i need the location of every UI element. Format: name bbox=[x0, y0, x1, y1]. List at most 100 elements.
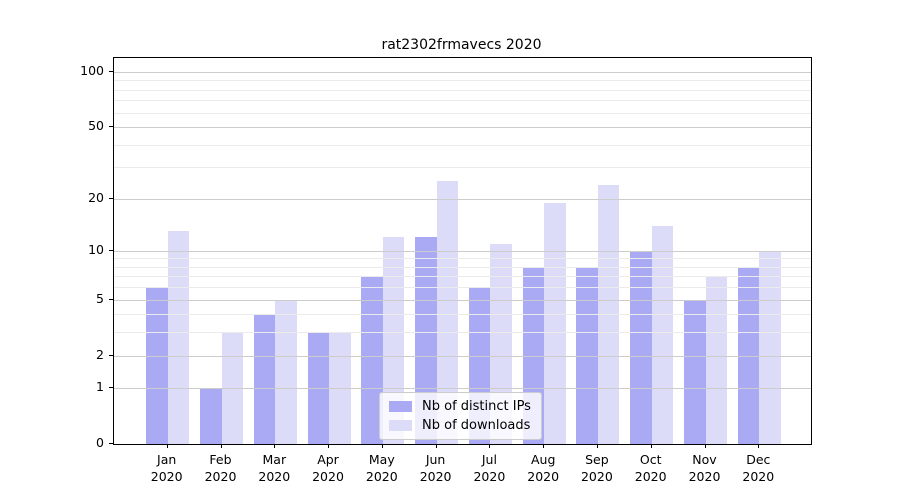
bar-downloads-mar bbox=[275, 299, 297, 444]
x-tick-label-nov: Nov 2020 bbox=[675, 452, 735, 485]
y-tick-label: 100 bbox=[80, 63, 104, 78]
x-tick-label-oct: Oct 2020 bbox=[621, 452, 681, 485]
bar-downloads-dec bbox=[759, 250, 781, 444]
x-tick-label-sep: Sep 2020 bbox=[567, 452, 627, 485]
minor-gridline bbox=[114, 167, 811, 169]
major-gridline bbox=[114, 72, 811, 73]
x-tick-label-mar: Mar 2020 bbox=[244, 452, 304, 485]
x-tick-mark bbox=[650, 444, 652, 448]
y-tick-mark bbox=[109, 354, 113, 356]
x-tick-year: 2020 bbox=[580, 468, 613, 484]
x-tick-mark bbox=[596, 444, 598, 448]
x-tick-mark bbox=[381, 444, 383, 448]
minor-gridline bbox=[114, 112, 811, 114]
legend-swatch bbox=[389, 401, 412, 412]
y-tick-mark bbox=[109, 298, 113, 300]
x-tick-label-may: May 2020 bbox=[352, 452, 412, 485]
y-tick-label: 1 bbox=[96, 379, 104, 395]
y-tick-label: 10 bbox=[88, 241, 104, 257]
legend-row: Nb of distinct IPs bbox=[389, 400, 531, 413]
minor-gridline bbox=[114, 258, 811, 260]
legend: Nb of distinct IPs Nb of downloads bbox=[379, 392, 542, 440]
x-tick-label-aug: Aug 2020 bbox=[513, 452, 573, 485]
bar-downloads-apr bbox=[329, 332, 351, 444]
bar-downloads-aug bbox=[544, 202, 566, 444]
legend-swatch bbox=[389, 420, 412, 431]
y-tick-mark bbox=[109, 197, 113, 199]
x-tick-year: 2020 bbox=[365, 468, 398, 484]
x-tick-mark bbox=[274, 444, 276, 448]
x-tick-month: Oct bbox=[639, 452, 662, 467]
y-tick-mark bbox=[109, 71, 113, 72]
legend-label: Nb of distinct IPs bbox=[422, 399, 531, 414]
bar-downloads-feb bbox=[221, 332, 243, 444]
bar-distinct-ips-sep bbox=[576, 266, 598, 444]
x-tick-year: 2020 bbox=[258, 468, 291, 484]
x-tick-month: Dec bbox=[746, 452, 771, 467]
y-tick-mark bbox=[109, 126, 113, 128]
x-tick-year: 2020 bbox=[150, 468, 183, 484]
bar-distinct-ips-dec bbox=[737, 266, 760, 444]
x-tick-month: Mar bbox=[262, 452, 287, 467]
x-tick-month: Feb bbox=[209, 452, 232, 467]
x-tick-mark bbox=[704, 444, 706, 448]
bar-downloads-sep bbox=[597, 184, 620, 444]
x-tick-month: Jul bbox=[481, 452, 497, 467]
bar-downloads-jan bbox=[167, 231, 190, 444]
bar-distinct-ips-apr bbox=[307, 332, 329, 444]
x-tick-mark bbox=[220, 444, 222, 448]
x-tick-mark bbox=[489, 444, 491, 448]
x-tick-year: 2020 bbox=[312, 468, 344, 484]
x-tick-mark bbox=[543, 444, 545, 448]
minor-gridline bbox=[114, 89, 811, 91]
minor-gridline bbox=[114, 80, 811, 82]
y-tick-label: 5 bbox=[96, 290, 104, 306]
plot-area bbox=[113, 57, 812, 445]
x-tick-mark bbox=[328, 444, 329, 448]
x-tick-month: May bbox=[368, 452, 395, 467]
x-tick-mark bbox=[435, 444, 437, 448]
major-gridline bbox=[114, 198, 811, 200]
x-tick-month: Jan bbox=[157, 452, 177, 467]
legend-label: Nb of downloads bbox=[422, 418, 531, 433]
x-tick-month: Jun bbox=[425, 452, 446, 467]
x-tick-label-jun: Jun 2020 bbox=[406, 452, 466, 485]
minor-gridline bbox=[114, 100, 811, 102]
bar-distinct-ips-mar bbox=[253, 314, 276, 444]
x-tick-month: Sep bbox=[585, 452, 609, 467]
y-tick-mark bbox=[109, 387, 113, 389]
bar-distinct-ips-feb bbox=[200, 388, 222, 444]
bar-downloads-nov bbox=[705, 276, 727, 444]
bar-distinct-ips-may bbox=[361, 276, 383, 444]
y-tick-label: 50 bbox=[88, 118, 104, 134]
y-tick-label: 20 bbox=[88, 189, 104, 205]
x-tick-label-apr: Apr 2020 bbox=[298, 452, 358, 485]
bar-downloads-oct bbox=[651, 225, 674, 444]
y-tick-label: 0 bbox=[96, 435, 104, 450]
x-tick-mark bbox=[758, 444, 760, 448]
y-tick-mark bbox=[109, 443, 113, 444]
bar-distinct-ips-jan bbox=[146, 287, 168, 444]
x-tick-year: 2020 bbox=[473, 468, 506, 484]
x-tick-mark bbox=[166, 444, 168, 448]
x-tick-year: 2020 bbox=[742, 468, 775, 484]
x-tick-label-dec: Dec 2020 bbox=[728, 452, 788, 485]
x-tick-label-jul: Jul 2020 bbox=[459, 452, 519, 485]
bar-distinct-ips-nov bbox=[684, 299, 706, 444]
x-tick-year: 2020 bbox=[688, 468, 721, 484]
major-gridline bbox=[114, 250, 811, 252]
minor-gridline bbox=[114, 144, 811, 146]
x-tick-month: Aug bbox=[530, 452, 556, 467]
major-gridline bbox=[114, 127, 811, 129]
bar-distinct-ips-oct bbox=[630, 250, 652, 444]
minor-gridline bbox=[114, 266, 811, 268]
x-tick-year: 2020 bbox=[419, 468, 452, 484]
y-tick-label: 2 bbox=[96, 346, 104, 362]
legend-row: Nb of downloads bbox=[389, 419, 531, 432]
x-tick-label-jan: Jan 2020 bbox=[137, 452, 197, 485]
x-tick-year: 2020 bbox=[527, 468, 560, 484]
x-tick-year: 2020 bbox=[634, 468, 667, 484]
x-tick-month: Apr bbox=[317, 452, 339, 467]
y-tick-mark bbox=[109, 249, 113, 251]
